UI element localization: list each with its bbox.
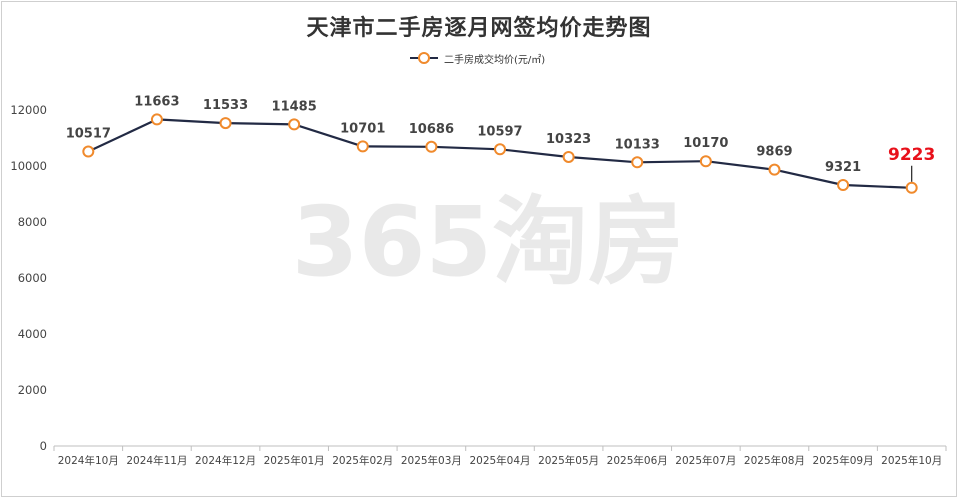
chart-title: 天津市二手房逐月网签均价走势图 xyxy=(306,16,652,41)
data-label: 10686 xyxy=(409,122,454,137)
data-label: 10133 xyxy=(615,137,660,152)
y-tick-label: 10000 xyxy=(10,159,47,173)
data-point xyxy=(837,179,850,192)
axes: 2024年10月 2024年11月 2024年12月 2025年01月 2025年02月… xyxy=(10,103,947,467)
x-tick-label: 2025年04月 xyxy=(469,454,530,467)
y-tick-label: 8000 xyxy=(18,215,47,229)
x-tick-label: 2025年06月 xyxy=(607,454,668,467)
data-label: 11663 xyxy=(134,94,179,109)
x-tick-label: 2025年09月 xyxy=(813,454,874,467)
x-tick-label: 2025年07月 xyxy=(675,454,736,467)
data-point xyxy=(288,118,301,131)
x-tick-label: 2024年10月 xyxy=(58,454,119,467)
data-label: 10517 xyxy=(66,127,111,142)
watermark: 365淘房 xyxy=(292,186,684,298)
data-point xyxy=(631,156,644,169)
data-label: 11485 xyxy=(272,99,317,114)
x-tick-label: 2025年01月 xyxy=(264,454,325,467)
y-tick-label: 4000 xyxy=(18,327,47,341)
data-label: 11533 xyxy=(203,98,248,113)
x-tick-label: 2024年12月 xyxy=(195,454,256,467)
legend-series-swatch xyxy=(410,52,438,64)
data-label: 9321 xyxy=(825,160,861,175)
y-tick-label: 2000 xyxy=(18,383,47,397)
x-tick-label: 2025年10月 xyxy=(881,454,942,467)
x-tick-label: 2024年11月 xyxy=(126,454,187,467)
data-point xyxy=(219,117,232,130)
data-label-layer: 10517 11663 11533 11485 10701 10686 10597 10323… xyxy=(66,94,935,182)
data-label: 10701 xyxy=(340,121,385,136)
data-point xyxy=(699,155,712,168)
chart-legend: 二手房成交均价(元/㎡) xyxy=(410,50,545,66)
x-tick-label: 2025年08月 xyxy=(744,454,805,467)
y-tick-label: 6000 xyxy=(18,271,47,285)
x-tick-label: 2025年03月 xyxy=(401,454,462,467)
x-tick-label: 2025年02月 xyxy=(332,454,393,467)
data-point xyxy=(356,140,369,153)
watermark-text: 365淘房 xyxy=(292,186,684,298)
data-label-highlight: 9223 xyxy=(888,145,935,165)
marker-layer xyxy=(82,113,918,194)
data-point xyxy=(494,143,506,156)
legend-series-label: 二手房成交均价(元/㎡) xyxy=(444,54,546,66)
data-label: 10170 xyxy=(683,136,728,151)
data-point xyxy=(82,145,95,158)
data-point xyxy=(150,113,163,126)
data-point xyxy=(425,140,438,153)
y-tick-label: 12000 xyxy=(10,103,47,117)
data-label: 9869 xyxy=(756,145,792,160)
data-point xyxy=(768,163,781,176)
data-point xyxy=(562,150,575,163)
x-tick-label: 2025年05月 xyxy=(538,454,599,467)
data-label: 10597 xyxy=(477,124,522,139)
y-tick-label: 0 xyxy=(40,439,47,453)
data-point xyxy=(905,181,918,194)
data-label: 10323 xyxy=(546,132,591,147)
